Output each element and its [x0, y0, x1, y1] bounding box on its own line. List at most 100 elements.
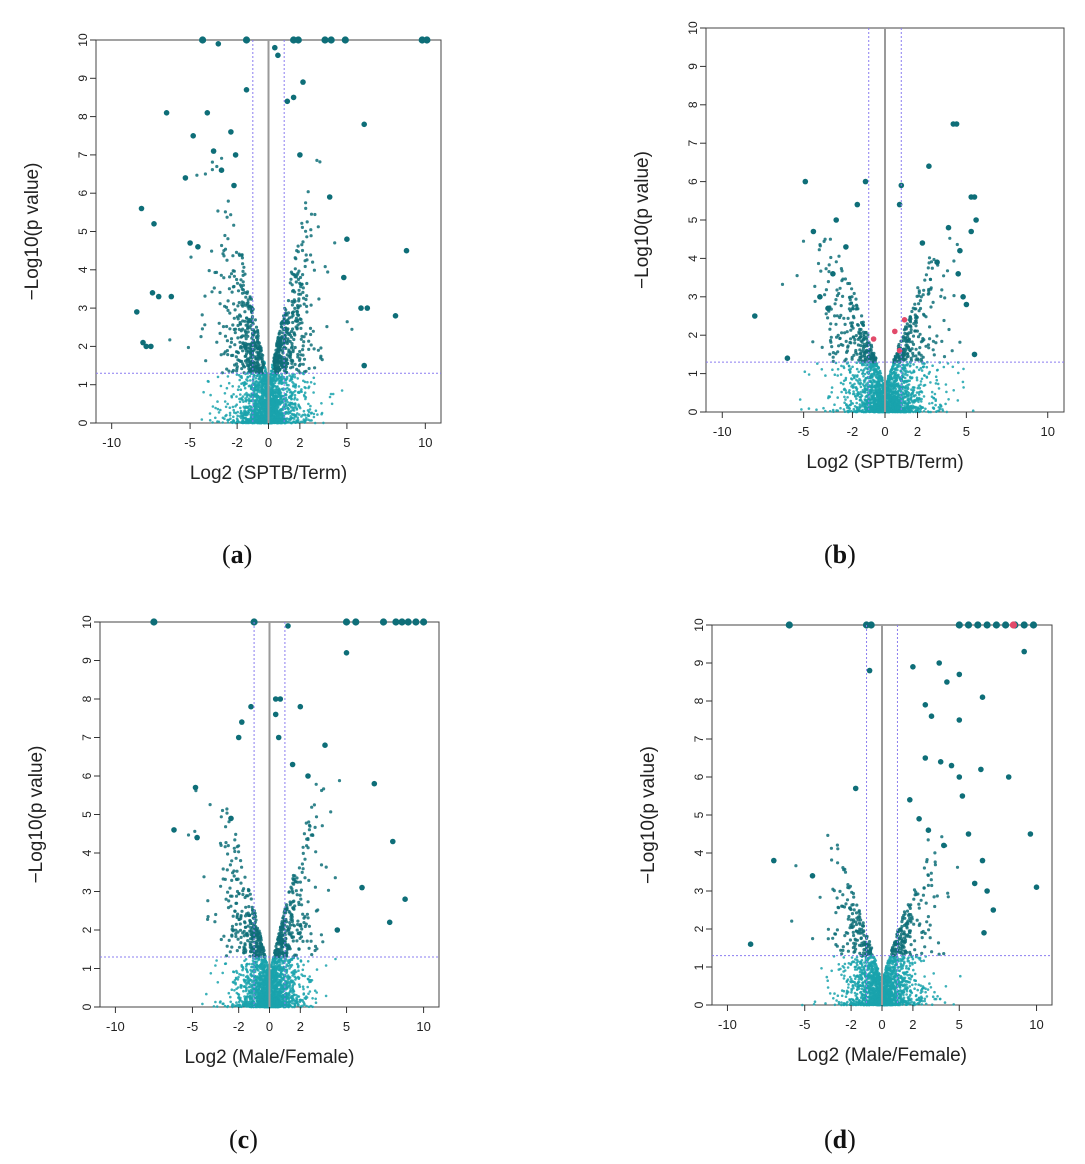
gene-point [259, 379, 262, 383]
gene-point [911, 392, 914, 395]
gene-point [230, 353, 234, 358]
gene-point [246, 334, 250, 338]
gene-point [274, 415, 278, 419]
gene-point [291, 392, 294, 396]
gene-point [240, 256, 244, 260]
gene-point [865, 394, 868, 398]
gene-point [939, 405, 943, 408]
gene-point [906, 370, 910, 374]
gene-point [868, 410, 872, 414]
gene-point [877, 392, 880, 396]
gene-point [279, 379, 282, 383]
gene-point [920, 400, 923, 403]
gene-point [901, 406, 905, 410]
gene-point [311, 329, 315, 333]
gene-point [241, 269, 245, 273]
highlighted-gene-point [960, 294, 966, 300]
gene-point [917, 391, 921, 394]
gene-point [928, 277, 933, 281]
gene-point [262, 382, 266, 386]
gene-point [271, 383, 275, 387]
highlighted-gene-point [290, 94, 297, 101]
gene-point [300, 334, 304, 338]
gene-point [892, 384, 895, 387]
gene-point [313, 366, 317, 370]
gene-point [891, 399, 895, 403]
highlighted-gene-point [784, 355, 791, 362]
gene-point [890, 390, 894, 393]
gene-point [944, 402, 947, 406]
highlighted-gene-point [971, 194, 978, 200]
gene-point [290, 397, 294, 401]
gene-point [914, 405, 918, 409]
gene-point [925, 375, 929, 379]
gene-point [908, 379, 911, 383]
gene-point [857, 336, 862, 340]
gene-point [313, 382, 316, 386]
highlighted-gene-point [163, 110, 170, 116]
gene-point [231, 421, 234, 425]
gene-point [895, 379, 898, 383]
y-tick-label: 4 [686, 255, 700, 262]
gene-point [945, 269, 950, 273]
gene-point [233, 327, 238, 331]
gene-point [893, 354, 897, 358]
gene-point [289, 351, 293, 355]
gene-point [902, 328, 907, 332]
gene-point [279, 325, 283, 329]
gene-point [229, 213, 233, 217]
gene-point [893, 371, 896, 375]
highlighted-gene-point [344, 236, 350, 242]
gene-point [235, 403, 238, 407]
gene-point [910, 340, 914, 344]
gene-point [855, 409, 858, 412]
gene-point [909, 398, 913, 401]
y-tick-label: 7 [686, 140, 700, 147]
y-tick-label: 3 [686, 293, 700, 300]
gene-point [860, 362, 864, 366]
gene-point [937, 406, 941, 409]
gene-point [904, 402, 908, 405]
gene-point [915, 378, 919, 382]
gene-point [906, 362, 910, 366]
gene-point [874, 368, 878, 372]
gene-point [289, 277, 293, 281]
gene-point [887, 380, 891, 384]
gene-point [275, 341, 279, 345]
gene-point [916, 335, 921, 339]
gene-point [309, 228, 313, 232]
gene-point [304, 206, 308, 210]
gene-point [847, 406, 851, 410]
gene-point [292, 298, 296, 302]
gene-point [843, 387, 846, 391]
gene-point [919, 295, 923, 299]
gene-point [233, 331, 237, 335]
gene-point [942, 355, 947, 359]
gene-point [295, 312, 299, 316]
gene-point [304, 369, 308, 373]
gene-point [253, 402, 257, 405]
gene-point [216, 375, 220, 379]
gene-point [293, 345, 297, 350]
gene-point [845, 403, 848, 407]
gene-point [906, 397, 910, 400]
gene-point [305, 310, 309, 314]
gene-point [278, 346, 282, 350]
gene-point [306, 380, 309, 384]
gene-point [813, 299, 817, 303]
gene-point [249, 367, 253, 371]
gene-point [897, 401, 900, 405]
gene-point [238, 400, 242, 404]
gene-point [254, 385, 257, 389]
gene-point [836, 367, 840, 371]
gene-point [859, 385, 863, 389]
gene-point [248, 384, 252, 388]
gene-point [240, 253, 244, 257]
gene-point [914, 347, 918, 351]
highlighted-gene-point [232, 152, 239, 158]
gene-point [210, 249, 214, 253]
gene-point [896, 374, 900, 378]
gene-point [838, 286, 842, 290]
gene-point [235, 277, 239, 282]
